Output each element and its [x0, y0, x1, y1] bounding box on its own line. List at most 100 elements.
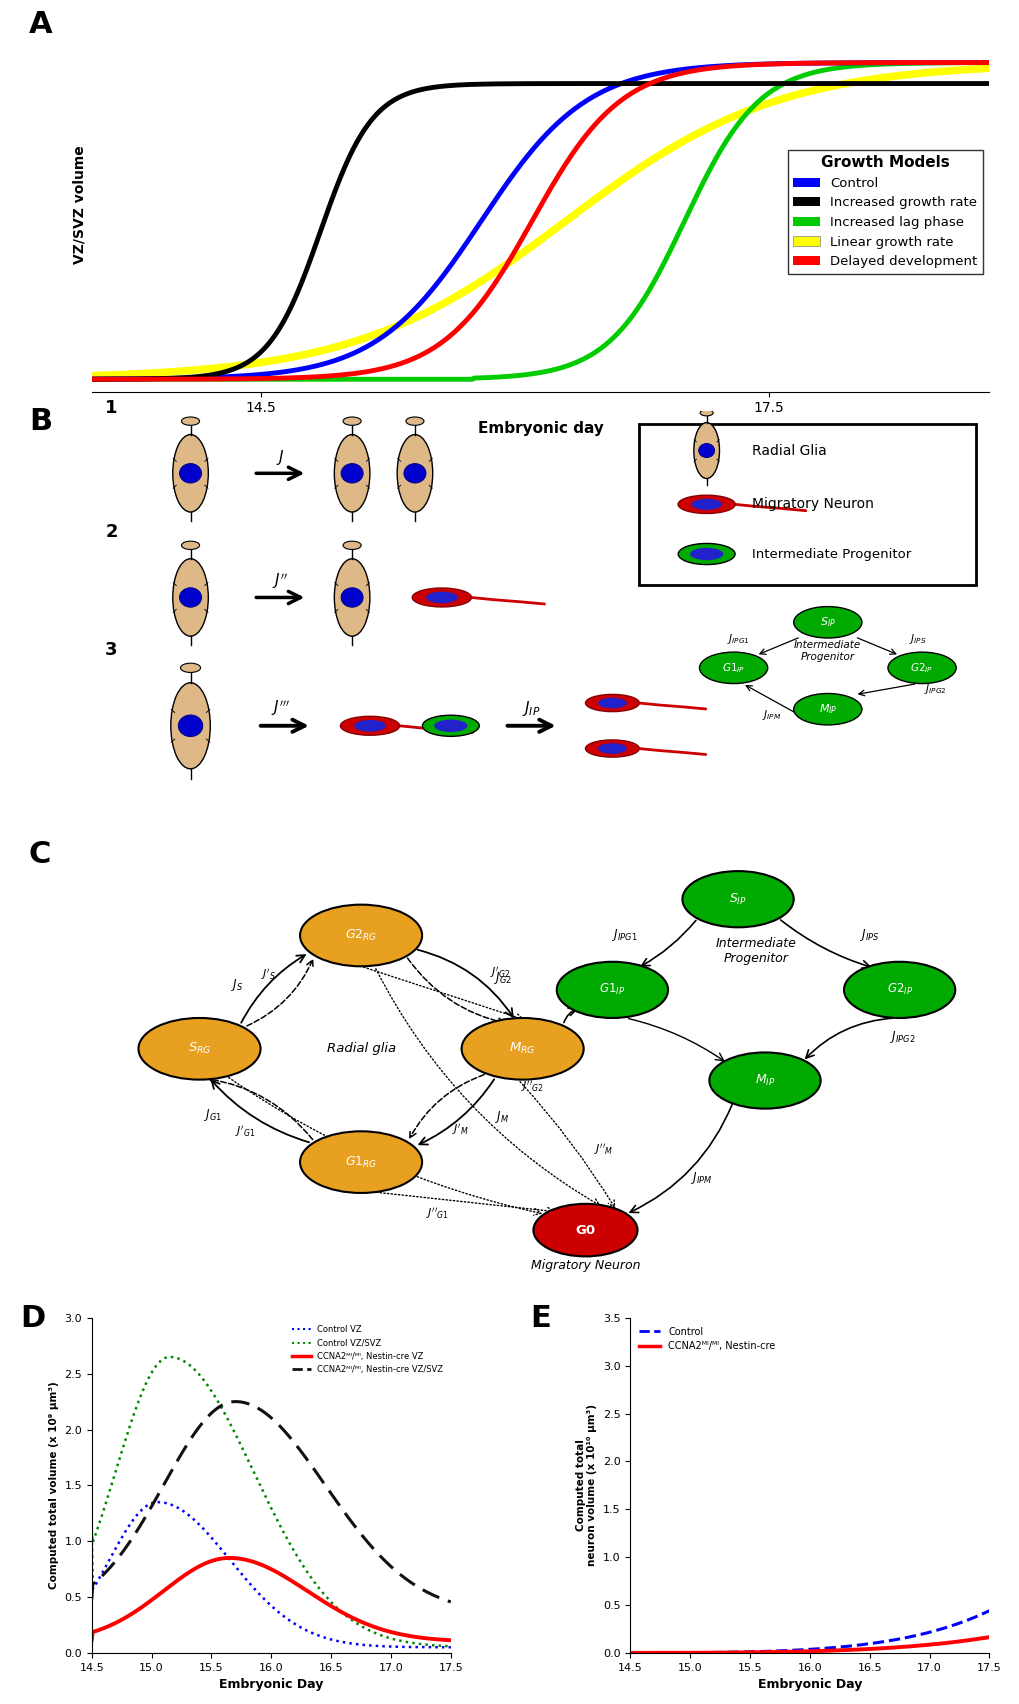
Text: $M_{IP}$: $M_{IP}$ — [754, 1074, 774, 1089]
Ellipse shape — [340, 588, 363, 607]
Ellipse shape — [585, 740, 639, 757]
Ellipse shape — [678, 496, 735, 513]
Text: $J'_{G2}$: $J'_{G2}$ — [490, 964, 511, 980]
Text: $J_{G2}$: $J_{G2}$ — [493, 970, 512, 987]
Circle shape — [843, 961, 955, 1017]
Text: $J_S$: $J_S$ — [230, 978, 243, 993]
Text: $J_M$: $J_M$ — [494, 1109, 508, 1125]
Text: Intermediate
Progenitor: Intermediate Progenitor — [715, 937, 796, 966]
Text: $G1_{RG}$: $G1_{RG}$ — [344, 1155, 377, 1169]
Ellipse shape — [334, 435, 370, 511]
Circle shape — [556, 961, 667, 1017]
Ellipse shape — [585, 695, 639, 712]
Text: $J_{IPG2}$: $J_{IPG2}$ — [923, 682, 946, 697]
Text: G0: G0 — [575, 1223, 595, 1237]
Text: $J'_S$: $J'_S$ — [261, 966, 276, 982]
Ellipse shape — [354, 721, 385, 731]
Ellipse shape — [404, 463, 426, 482]
Ellipse shape — [340, 463, 363, 482]
Ellipse shape — [597, 743, 626, 753]
Text: $S_{IP}$: $S_{IP}$ — [729, 891, 746, 907]
Ellipse shape — [396, 435, 432, 511]
Circle shape — [300, 1131, 422, 1193]
Text: 2: 2 — [105, 523, 117, 542]
Circle shape — [888, 653, 955, 683]
Text: $J_{IPM}$: $J_{IPM}$ — [691, 1171, 712, 1186]
Text: $S_{RG}$: $S_{RG}$ — [187, 1041, 211, 1056]
Ellipse shape — [170, 683, 210, 769]
Y-axis label: Computed total
neuron volume (x 10¹⁰ μm³): Computed total neuron volume (x 10¹⁰ μm³… — [575, 1404, 597, 1566]
Ellipse shape — [172, 559, 208, 636]
Ellipse shape — [179, 463, 202, 482]
Text: $M_{IP}$: $M_{IP}$ — [818, 702, 837, 716]
Circle shape — [181, 542, 200, 549]
Text: $J''_S$: $J''_S$ — [336, 1133, 354, 1148]
Ellipse shape — [426, 591, 458, 603]
Text: B: B — [29, 407, 52, 436]
Circle shape — [406, 417, 424, 426]
Ellipse shape — [422, 716, 479, 736]
Ellipse shape — [597, 697, 626, 709]
Circle shape — [139, 1017, 260, 1080]
Text: $J'_{G1}$: $J'_{G1}$ — [235, 1125, 256, 1140]
Text: E: E — [529, 1305, 550, 1334]
Text: $J_{G1}$: $J_{G1}$ — [204, 1108, 222, 1123]
Text: D: D — [20, 1305, 45, 1334]
Text: $J_{IPG1}$: $J_{IPG1}$ — [611, 927, 637, 942]
Circle shape — [699, 411, 712, 416]
Ellipse shape — [178, 716, 203, 736]
Text: Radial Glia: Radial Glia — [751, 443, 825, 458]
Text: $J'_M$: $J'_M$ — [451, 1121, 469, 1137]
Text: $J''_M$: $J''_M$ — [593, 1142, 612, 1157]
Circle shape — [699, 653, 767, 683]
Ellipse shape — [678, 544, 735, 564]
Legend: Control, Increased growth rate, Increased lag phase, Linear growth rate, Delayed: Control, Increased growth rate, Increase… — [788, 150, 982, 274]
Circle shape — [342, 542, 361, 549]
Text: $J_{IPG2}$: $J_{IPG2}$ — [890, 1029, 915, 1046]
Circle shape — [181, 417, 200, 426]
Circle shape — [300, 905, 422, 966]
Text: $J_{IPM}$: $J_{IPM}$ — [761, 709, 781, 722]
Text: 3: 3 — [105, 641, 117, 659]
X-axis label: Embryonic Day: Embryonic Day — [757, 1678, 861, 1690]
Text: $J''_{G2}$: $J''_{G2}$ — [520, 1079, 543, 1094]
Ellipse shape — [690, 547, 722, 561]
X-axis label: Embryonic day: Embryonic day — [477, 421, 603, 436]
Circle shape — [682, 871, 793, 927]
Text: $J_{IPG1}$: $J_{IPG1}$ — [726, 632, 749, 646]
Text: $G2_{IP}$: $G2_{IP}$ — [886, 982, 912, 997]
Text: Migratory Neuron: Migratory Neuron — [530, 1259, 640, 1271]
Text: Intermediate Progenitor: Intermediate Progenitor — [751, 547, 910, 561]
Ellipse shape — [693, 423, 718, 479]
Text: $G1_{IP}$: $G1_{IP}$ — [721, 661, 745, 675]
Ellipse shape — [172, 435, 208, 511]
Ellipse shape — [698, 443, 714, 458]
Circle shape — [533, 1203, 637, 1256]
Text: $M_{RG}$: $M_{RG}$ — [508, 1041, 535, 1056]
Text: C: C — [29, 840, 51, 869]
Y-axis label: Computed total volume (x 10⁹ μm³): Computed total volume (x 10⁹ μm³) — [49, 1382, 59, 1590]
Text: $J_{IP}$: $J_{IP}$ — [522, 699, 540, 717]
Ellipse shape — [340, 716, 399, 734]
Text: Migratory Neuron: Migratory Neuron — [751, 498, 872, 511]
Text: $J_{IPS}$: $J_{IPS}$ — [908, 632, 925, 646]
Text: A: A — [29, 10, 53, 39]
Circle shape — [462, 1017, 583, 1080]
Text: Radial glia: Radial glia — [326, 1043, 395, 1055]
Text: $G1_{IP}$: $G1_{IP}$ — [599, 982, 625, 997]
Ellipse shape — [434, 719, 467, 733]
Circle shape — [342, 417, 361, 426]
Text: $J$: $J$ — [276, 448, 284, 467]
Circle shape — [708, 1053, 820, 1109]
Ellipse shape — [334, 559, 370, 636]
Text: $J'''$: $J'''$ — [271, 699, 289, 717]
Legend: Control, CCNA2ᴹˡ/ᴹˡ, Nestin-cre: Control, CCNA2ᴹˡ/ᴹˡ, Nestin-cre — [635, 1322, 779, 1355]
Circle shape — [180, 663, 201, 673]
Text: $G2_{IP}$: $G2_{IP}$ — [910, 661, 932, 675]
FancyBboxPatch shape — [639, 424, 975, 584]
Ellipse shape — [179, 588, 202, 607]
Text: $S_{IP}$: $S_{IP}$ — [819, 615, 835, 629]
Text: $G2_{RG}$: $G2_{RG}$ — [344, 929, 377, 942]
X-axis label: Embryonic Day: Embryonic Day — [219, 1678, 323, 1690]
Text: $J''_{G1}$: $J''_{G1}$ — [426, 1206, 448, 1220]
